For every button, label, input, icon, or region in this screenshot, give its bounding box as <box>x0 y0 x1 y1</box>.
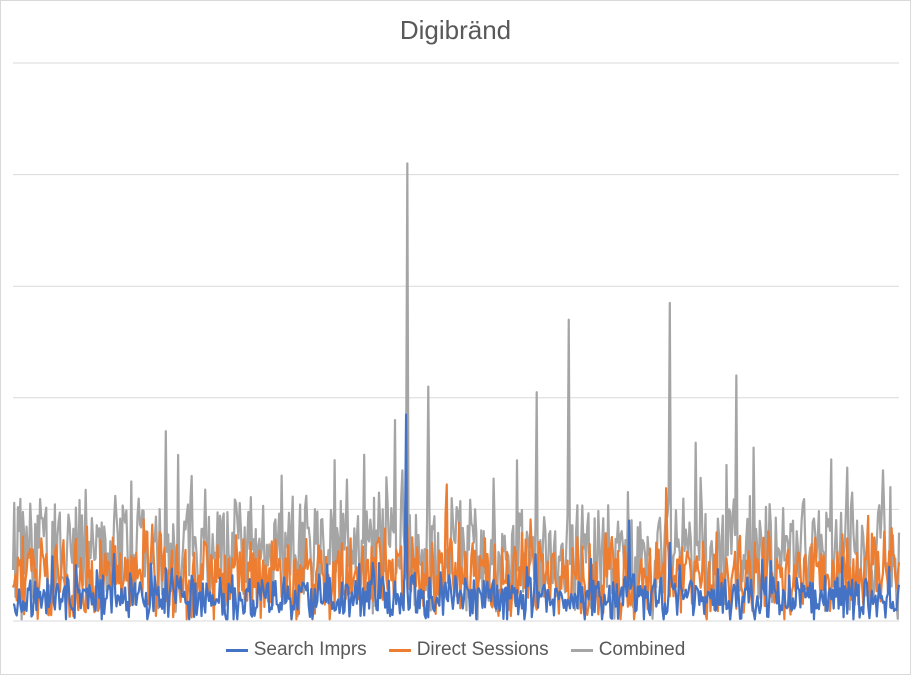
legend-item-search-imprs: Search Imprs <box>225 639 367 661</box>
legend-swatch-combined <box>570 648 593 652</box>
legend-label-direct-sessions: Direct Sessions <box>416 639 549 660</box>
legend-label-search-imprs: Search Imprs <box>253 639 367 660</box>
legend-swatch-direct-sessions <box>388 648 411 652</box>
legend-label-combined: Combined <box>598 639 686 660</box>
legend-item-direct-sessions: Direct Sessions <box>388 639 549 661</box>
legend: Search Imprs Direct Sessions Combined <box>1 639 910 661</box>
chart-title: Digibränd <box>399 15 512 45</box>
series-line-search-imprs <box>12 413 901 621</box>
legend-item-combined: Combined <box>570 639 686 661</box>
legend-swatch-search-imprs <box>225 648 248 652</box>
